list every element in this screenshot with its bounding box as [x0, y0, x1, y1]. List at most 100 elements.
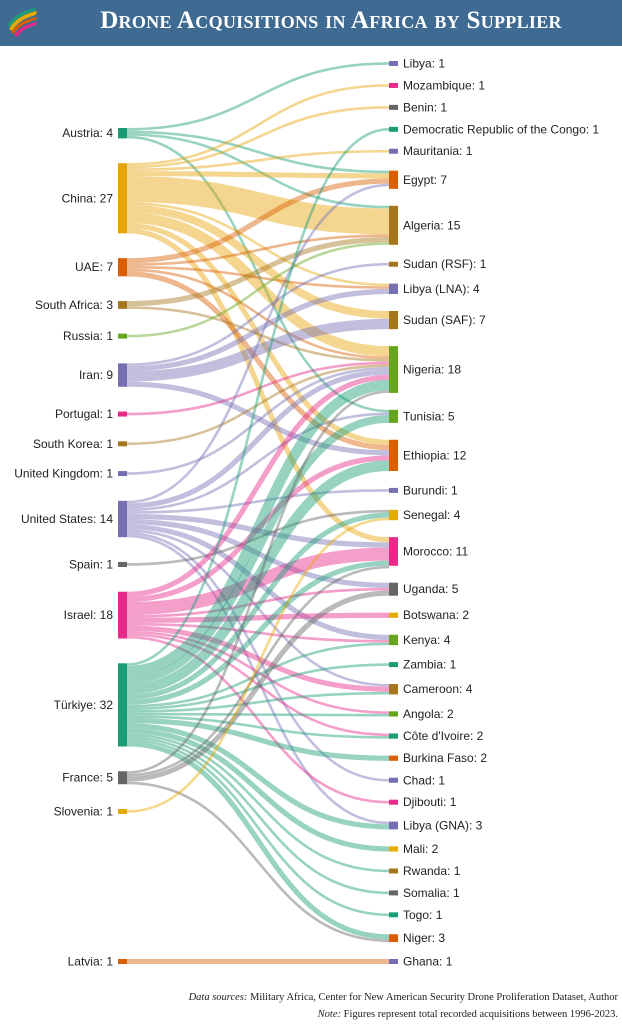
label-angola: Angola: 2: [403, 707, 454, 721]
label-libya-lna: Libya (LNA): 4: [403, 282, 480, 296]
label-mali: Mali: 2: [403, 842, 439, 856]
flow-united-kingdom-to-nigeria: [126, 366, 390, 475]
flow-austria-to-algeria: [126, 133, 390, 209]
label-nigeria: Nigeria: 18: [403, 363, 461, 377]
flow-united-states-to-kenya: [126, 524, 390, 640]
flow-united-states-to-egypt: [126, 183, 390, 504]
node-togo: [389, 912, 398, 918]
label-uganda: Uganda: 5: [403, 582, 459, 596]
flow-turkiye-to-burkina-faso: [126, 717, 390, 761]
data-sources-note: Data sources: Military Africa, Center fo…: [188, 992, 618, 1003]
flow-china-to-mozambique: [126, 84, 390, 166]
logo-icon: [8, 8, 37, 37]
node-austria: [118, 128, 127, 139]
flow-austria-to-tunisia: [126, 135, 390, 413]
node-uganda: [389, 582, 398, 596]
node-niger: [389, 934, 398, 943]
label-south-korea: South Korea: 1: [33, 437, 113, 451]
flow-china-to-mauritania: [126, 149, 390, 171]
label-chad: Chad: 1: [403, 773, 445, 787]
node-chad: [389, 777, 398, 783]
label-turkiye: Türkiye: 32: [54, 698, 114, 712]
flow-israel-to-cameroon: [126, 625, 390, 692]
label-zambia: Zambia: 1: [403, 658, 457, 672]
flow-israel-to-ethiopia: [126, 455, 390, 603]
flow-israel-to-kenya: [126, 622, 390, 643]
node-russia: [118, 333, 127, 339]
node-portugal: [118, 411, 127, 417]
flow-links: [126, 62, 390, 965]
sankey-chart: Austria: 4 China: 27 UAE: 7 South Africa: 3…: [14, 57, 599, 969]
flow-france-to-uganda: [126, 590, 390, 782]
node-algeria: [389, 205, 398, 245]
node-israel: [118, 591, 127, 639]
label-cote-d-ivoire: Côte d'Ivoire: 2: [403, 729, 484, 743]
flow-iran-to-libya-lna: [126, 288, 390, 372]
flow-turkiye-to-togo: [126, 738, 390, 917]
node-senegal: [389, 509, 398, 521]
chart-labels: Austria: 4 China: 27 UAE: 7 South Africa: 3…: [14, 57, 599, 969]
flow-turkiye-to-rwanda: [126, 733, 390, 873]
label-iran: Iran: 9: [79, 368, 113, 382]
flow-israel-to-uganda: [126, 587, 390, 618]
label-senegal: Senegal: 4: [403, 508, 461, 522]
node-rwanda: [389, 868, 398, 874]
flow-united-states-to-tunisia: [126, 412, 390, 512]
label-israel: Israel: 18: [64, 608, 114, 622]
flow-turkiye-to-morocco: [126, 560, 390, 705]
node-sudan-saf: [389, 310, 398, 330]
flow-spain-to-senegal: [126, 509, 390, 566]
flow-israel-to-cote-d-ivoire: [126, 633, 390, 737]
label-rwanda: Rwanda: 1: [403, 864, 461, 878]
flow-turkiye-to-libya-gna: [126, 723, 390, 830]
node-south-africa: [118, 301, 127, 309]
node-botswana: [389, 612, 398, 618]
flow-turkiye-to-angola: [126, 712, 390, 717]
label-sudan-saf: Sudan (SAF): 7: [403, 313, 486, 327]
flow-israel-to-djibouti: [126, 635, 390, 804]
label-sudan-rsf: Sudan (RSF): 1: [403, 257, 487, 271]
flow-china-to-sudan-saf: [126, 204, 390, 319]
flow-iran-to-sudan-rsf: [126, 262, 390, 366]
label-ethiopia: Ethiopia: 12: [403, 448, 467, 462]
label-djibouti: Djibouti: 1: [403, 795, 457, 809]
node-sudan-rsf: [389, 261, 398, 267]
figures-note: Note: Figures represent total recorded a…: [317, 1009, 618, 1020]
flow-austria-to-egypt: [126, 130, 390, 174]
label-austria: Austria: 4: [62, 126, 113, 140]
node-turkiye: [118, 663, 127, 747]
node-djibouti: [389, 799, 398, 805]
flow-south-africa-to-nigeria: [126, 306, 390, 362]
flow-turkiye-to-mali: [126, 728, 390, 852]
label-algeria: Algeria: 15: [403, 218, 461, 232]
flow-israel-to-nigeria: [126, 374, 390, 597]
flow-uae-to-libya-lna: [126, 265, 390, 289]
node-latvia: [118, 959, 127, 964]
node-libya-lna: [389, 283, 398, 295]
flow-turkiye-to-nigeria: [126, 379, 390, 677]
label-niger: Niger: 3: [403, 931, 445, 945]
label-togo: Togo: 1: [403, 908, 443, 922]
flow-united-states-to-uganda: [126, 519, 390, 588]
chart-nodes: [118, 61, 398, 964]
node-south-korea: [118, 441, 127, 447]
label-cameroon: Cameroon: 4: [403, 682, 473, 696]
label-burkina-faso: Burkina Faso: 2: [403, 751, 487, 765]
node-libya: [389, 61, 398, 66]
label-botswana: Botswana: 2: [403, 608, 469, 622]
label-south-africa: South Africa: 3: [35, 298, 113, 312]
node-benin: [389, 104, 398, 110]
label-mozambique: Mozambique: 1: [403, 78, 485, 92]
node-united-kingdom: [118, 471, 127, 477]
flow-united-states-to-libya-gna: [126, 534, 390, 825]
flow-united-states-to-chad: [126, 532, 390, 782]
flow-uae-to-algeria: [126, 234, 390, 266]
flow-china-to-egypt: [126, 170, 390, 179]
node-united-states: [118, 500, 127, 538]
flow-united-states-to-cameroon: [126, 529, 390, 687]
node-france: [118, 771, 127, 785]
node-spain: [118, 561, 127, 567]
label-slovenia: Slovenia: 1: [54, 805, 114, 819]
flow-turkiye-to-democratic-republic-of-the-congo: [126, 127, 390, 666]
flow-south-korea-to-nigeria: [126, 364, 390, 446]
